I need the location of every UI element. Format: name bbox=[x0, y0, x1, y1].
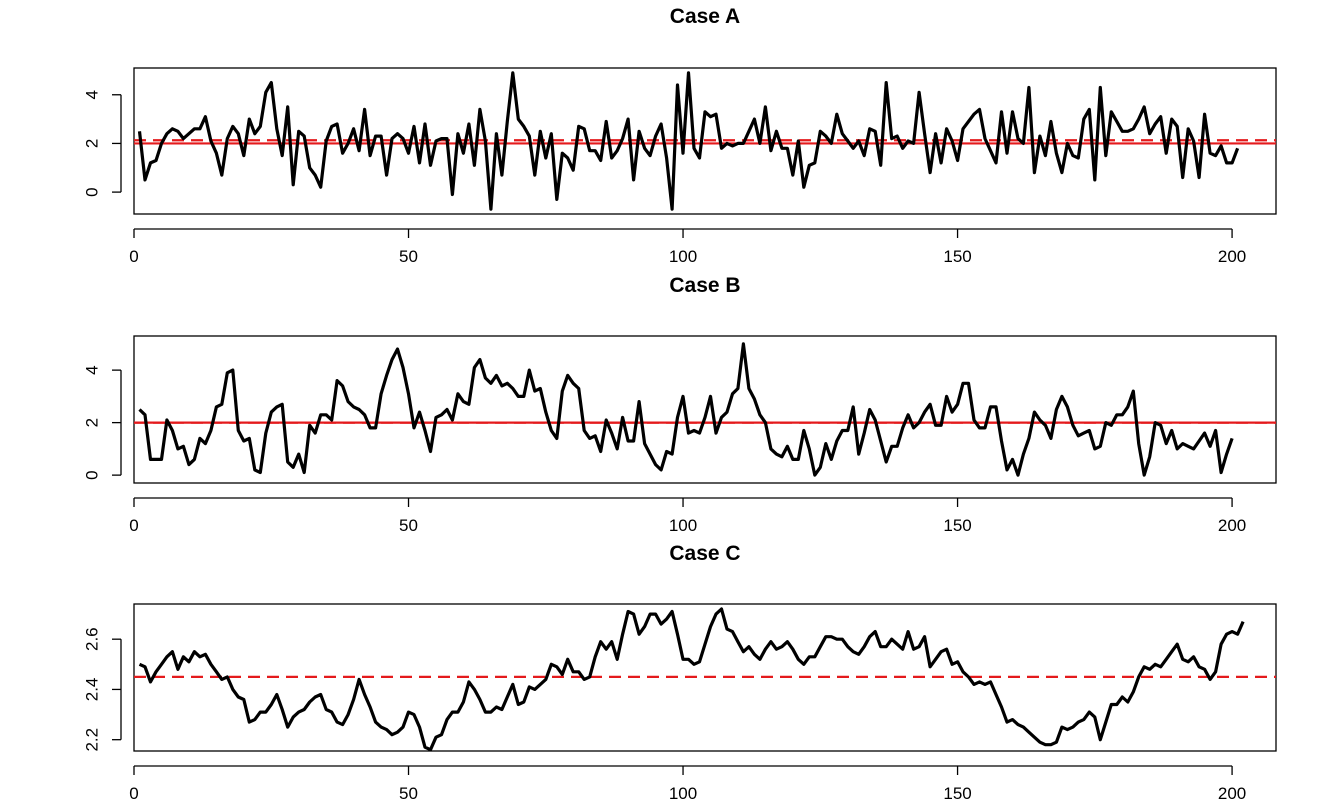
x-tick-label: 50 bbox=[399, 784, 418, 803]
x-tick-label: 50 bbox=[399, 247, 418, 266]
y-tick-label: 0 bbox=[83, 187, 102, 196]
series-line bbox=[138, 342, 1234, 477]
x-tick-label: 150 bbox=[943, 247, 971, 266]
y-tick-label: 4 bbox=[83, 90, 102, 99]
series-line bbox=[137, 71, 1240, 211]
y-tick-label: 4 bbox=[83, 365, 102, 374]
x-tick-label: 150 bbox=[943, 784, 971, 803]
x-tick-label: 200 bbox=[1218, 784, 1246, 803]
y-tick-label: 2 bbox=[83, 418, 102, 427]
y-tick-label: 2 bbox=[83, 139, 102, 148]
series-line bbox=[138, 607, 1245, 752]
panel-case-b: Case B 0 50 100 150 200 0 2 4 bbox=[83, 274, 1277, 535]
x-tick-label: 0 bbox=[129, 784, 138, 803]
x-tick-label: 50 bbox=[399, 516, 418, 535]
plot-frame bbox=[133, 335, 1277, 484]
y-tick-label: 2.2 bbox=[83, 728, 102, 752]
x-tick-label: 0 bbox=[129, 516, 138, 535]
chart-title: Case B bbox=[669, 274, 740, 297]
y-tick-label: 2.4 bbox=[83, 678, 102, 702]
x-tick-label: 100 bbox=[669, 247, 697, 266]
chart-title: Case C bbox=[669, 542, 740, 565]
panel-case-a: Case A 0 50 100 150 200 0 2 4 bbox=[83, 5, 1277, 266]
y-tick-label: 0 bbox=[83, 470, 102, 479]
panel-case-c: Case C 0 50 100 150 200 2.2 2.4 2.6 bbox=[83, 542, 1277, 803]
x-tick-label: 0 bbox=[129, 247, 138, 266]
x-tick-label: 100 bbox=[669, 516, 697, 535]
x-tick-label: 200 bbox=[1218, 247, 1246, 266]
y-tick-label: 2.6 bbox=[83, 627, 102, 651]
x-tick-label: 150 bbox=[943, 516, 971, 535]
x-tick-label: 200 bbox=[1218, 516, 1246, 535]
x-tick-label: 100 bbox=[669, 784, 697, 803]
chart-title: Case A bbox=[670, 5, 740, 28]
